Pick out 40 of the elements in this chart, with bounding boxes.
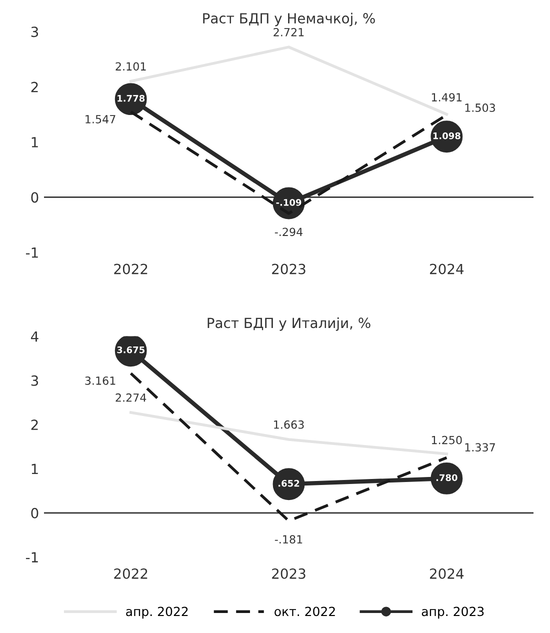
y-tick-label: 0 <box>31 192 38 203</box>
data-label: 2.721 <box>274 28 304 36</box>
data-label: 1.547 <box>86 115 116 124</box>
data-label: -.294 <box>274 228 302 236</box>
x-tick-label: 2024 <box>430 568 464 579</box>
data-label: 2.101 <box>116 62 146 71</box>
data-label: -.109 <box>276 199 302 206</box>
data-label: 3.675 <box>117 346 144 354</box>
x-tick-label: 2024 <box>430 264 464 274</box>
x-tick-label: 2022 <box>114 264 148 274</box>
data-label: 2.274 <box>116 393 146 402</box>
data-label: 1.337 <box>465 443 495 452</box>
data-label: 1.503 <box>465 104 495 112</box>
y-tick-label: 3 <box>31 26 38 38</box>
y-tick-label: -1 <box>26 248 38 258</box>
x-tick-label: 2023 <box>272 568 306 579</box>
chart-title: Раст БДП у Италији, % <box>208 317 370 331</box>
data-label: 1.098 <box>433 132 460 140</box>
x-tick-label: 2022 <box>114 568 148 579</box>
y-tick-label: -1 <box>26 552 38 562</box>
y-tick-label: 2 <box>31 420 38 430</box>
data-label: .780 <box>436 474 458 482</box>
y-tick-label: 4 <box>30 331 38 342</box>
y-tick-label: 0 <box>31 508 38 518</box>
data-label: 3.161 <box>85 376 116 385</box>
data-label: 1.778 <box>118 94 145 102</box>
data-label: 1.491 <box>432 93 462 102</box>
y-tick-label: 1 <box>32 464 38 474</box>
data-label: 1.663 <box>274 420 304 429</box>
y-tick-label: 2 <box>31 82 38 92</box>
x-tick-label: 2023 <box>272 264 306 274</box>
y-tick-label: 1 <box>32 137 38 148</box>
y-tick-label: 3 <box>31 375 38 386</box>
legend-label: апр. 2023 <box>422 606 484 619</box>
data-label: -.181 <box>274 535 302 544</box>
chart-title: Раст БДП у Немачкој, % <box>203 12 375 26</box>
legend-label: апр. 2022 <box>126 606 188 619</box>
data-label: .652 <box>278 480 300 487</box>
data-label: 1.250 <box>432 436 462 444</box>
legend-label: окт. 2022 <box>274 606 335 616</box>
